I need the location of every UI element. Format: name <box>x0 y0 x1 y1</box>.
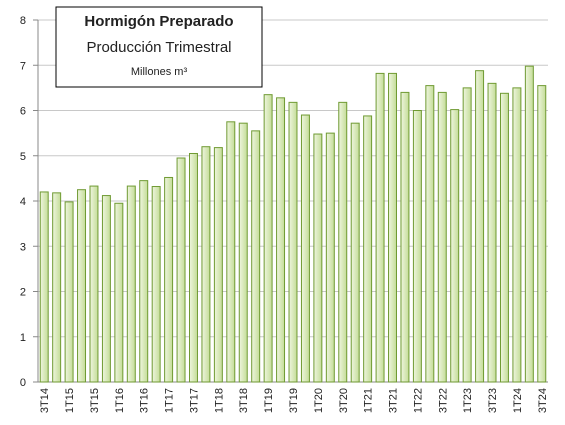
x-tick-label: 1T24 <box>512 388 524 413</box>
bar <box>524 65 534 383</box>
x-tick-label: 1T16 <box>114 388 126 413</box>
x-tick-label: 3T20 <box>338 388 350 413</box>
bar <box>350 122 360 383</box>
bar <box>487 82 497 383</box>
bar <box>276 97 286 383</box>
y-tick-label: 6 <box>20 106 26 118</box>
x-tick-label: 1T23 <box>462 388 474 413</box>
y-tick-label: 3 <box>20 241 26 253</box>
bar <box>450 109 460 383</box>
x-tick-label: 1T19 <box>263 388 275 413</box>
bar <box>263 94 273 383</box>
x-tick-label: 1T22 <box>412 388 424 413</box>
bar <box>251 130 261 383</box>
x-tick-label: 3T15 <box>89 388 101 413</box>
x-tick-label: 1T18 <box>213 388 225 413</box>
bar <box>176 157 186 383</box>
bar <box>226 121 236 383</box>
bar <box>375 72 385 383</box>
bar <box>201 146 211 383</box>
bar <box>64 201 74 383</box>
y-tick-label: 5 <box>20 151 26 163</box>
bar <box>412 110 422 383</box>
x-tick-label: 3T14 <box>39 388 51 413</box>
chart-title: Hormigón Preparado <box>84 13 233 30</box>
y-tick-label: 8 <box>20 15 26 27</box>
bar <box>39 191 49 383</box>
x-tick-label: 3T18 <box>238 388 250 413</box>
y-tick-label: 0 <box>20 377 26 389</box>
bar <box>77 189 87 383</box>
bar <box>213 147 223 383</box>
chart-subtitle: Producción Trimestral <box>86 39 231 56</box>
bar <box>363 115 373 383</box>
unit-label: Millones m³ <box>131 66 188 78</box>
bar <box>338 101 348 383</box>
x-tick-label: 1T17 <box>164 388 176 413</box>
y-tick-label: 2 <box>20 287 26 299</box>
bar <box>114 202 124 383</box>
bar <box>52 192 62 383</box>
y-tick-label: 4 <box>20 196 26 208</box>
title-box <box>55 6 263 88</box>
x-tick-label: 3T24 <box>537 388 549 413</box>
x-tick-label: 3T22 <box>437 388 449 413</box>
bar <box>139 180 149 383</box>
bar <box>437 91 447 383</box>
y-tick-label: 7 <box>20 60 26 72</box>
x-tick-label: 3T17 <box>188 388 200 413</box>
x-tick-label: 1T20 <box>313 388 325 413</box>
bar <box>101 195 111 383</box>
bar <box>151 186 161 383</box>
bar <box>512 87 522 383</box>
x-tick-label: 1T21 <box>363 388 375 413</box>
bar <box>388 72 397 383</box>
y-tick-label: 1 <box>20 332 26 344</box>
bar <box>238 122 248 383</box>
x-tick-label: 3T16 <box>139 388 151 413</box>
bar <box>537 85 547 383</box>
bar <box>126 185 136 383</box>
x-tick-label: 3T21 <box>388 388 400 413</box>
x-tick-label: 3T23 <box>487 388 499 413</box>
bar <box>164 176 174 383</box>
bar <box>300 114 310 383</box>
x-tick-label: 1T15 <box>64 388 76 413</box>
bar <box>89 185 99 383</box>
bar <box>425 85 435 383</box>
bar <box>313 133 323 383</box>
bar <box>288 101 298 383</box>
bar <box>325 132 335 383</box>
bar <box>400 91 410 383</box>
bar <box>475 70 485 383</box>
bar <box>499 92 509 383</box>
x-tick-label: 3T19 <box>288 388 300 413</box>
bar <box>462 87 472 383</box>
bar <box>189 152 198 383</box>
